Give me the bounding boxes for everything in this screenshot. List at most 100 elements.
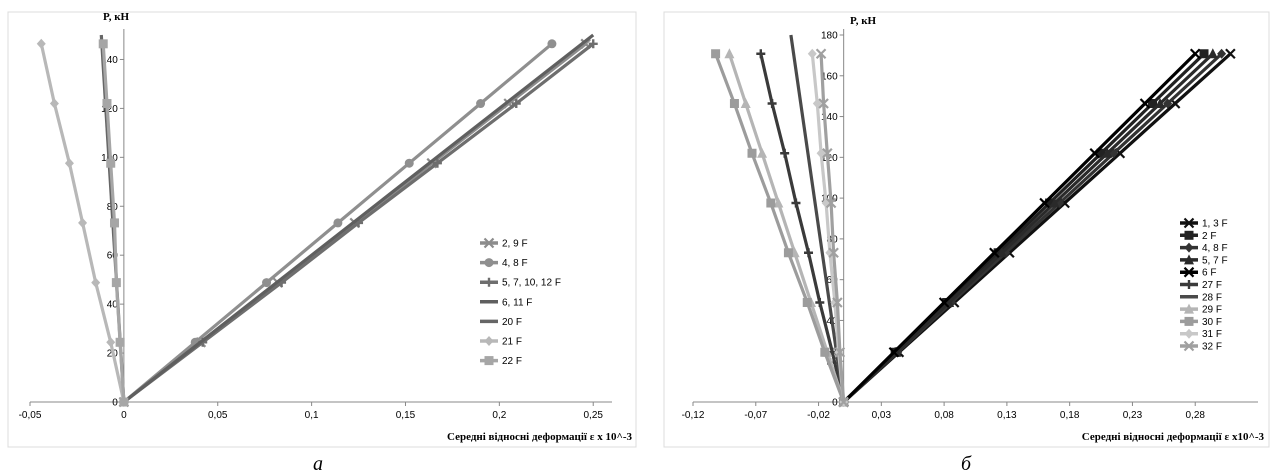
point-marker xyxy=(1148,99,1158,109)
y-tick-label: 140 xyxy=(101,55,118,66)
point-marker xyxy=(766,198,776,208)
point-marker xyxy=(815,48,827,60)
legend-item: 1, 3 F xyxy=(1180,217,1228,230)
data-series xyxy=(789,34,846,403)
point-marker xyxy=(724,48,735,59)
point-marker xyxy=(783,248,793,258)
legend-label: 4, 8 F xyxy=(1202,243,1228,254)
data-series xyxy=(724,48,849,407)
point-marker xyxy=(747,148,757,158)
point-marker xyxy=(98,39,108,49)
series-line xyxy=(789,34,846,403)
point-marker xyxy=(996,247,1007,258)
legend-label: 2, 9 F xyxy=(502,239,528,250)
point-marker xyxy=(822,147,833,159)
point-marker xyxy=(1184,328,1194,339)
legend-item: 28 F xyxy=(1180,292,1222,303)
legend-item: 5, 7 F xyxy=(1180,254,1228,266)
x-tick-label: 0,1 xyxy=(305,410,319,421)
point-marker xyxy=(825,197,837,209)
point-marker xyxy=(111,278,121,288)
data-series xyxy=(815,48,849,408)
y-tick-label: 0 xyxy=(832,398,838,409)
legend-item: 20 F xyxy=(480,317,522,328)
point-marker xyxy=(804,248,814,258)
point-marker xyxy=(993,248,1003,258)
point-marker xyxy=(802,298,812,308)
point-marker xyxy=(834,346,846,358)
x-tick-label: -0,07 xyxy=(744,410,767,421)
y-tick-label: 60 xyxy=(107,251,119,262)
point-marker xyxy=(483,237,495,249)
point-marker xyxy=(1102,147,1113,158)
point-marker xyxy=(1189,48,1201,60)
legend-label: 6, 11 F xyxy=(502,297,532,308)
point-marker xyxy=(1155,98,1166,109)
legend-label: 27 F xyxy=(1202,280,1222,291)
y-tick-label: 20 xyxy=(827,357,839,368)
point-marker xyxy=(36,38,46,49)
point-marker xyxy=(106,158,116,168)
legend-item: 29 F xyxy=(1180,303,1222,316)
point-marker xyxy=(91,277,101,288)
legend-label: 30 F xyxy=(1202,317,1222,328)
legend-label: 21 F xyxy=(502,337,522,348)
point-marker xyxy=(1225,48,1236,60)
point-marker xyxy=(791,198,801,208)
x-axis-title: Середні відносні деформації ε x 10^-3 xyxy=(447,431,632,443)
point-marker xyxy=(1049,197,1060,208)
point-marker xyxy=(773,197,784,208)
point-marker xyxy=(547,39,557,49)
legend-item: 6, 11 F xyxy=(480,297,532,308)
point-marker xyxy=(484,336,494,346)
x-tick-label: 0,03 xyxy=(872,410,892,421)
y-tick-label: 180 xyxy=(821,31,838,42)
point-marker xyxy=(1183,217,1195,229)
point-marker xyxy=(106,337,116,348)
point-marker xyxy=(1207,48,1218,59)
x-tick-label: -0,12 xyxy=(682,410,705,421)
x-tick-label: 0,05 xyxy=(208,410,228,421)
x-tick-label: 0,2 xyxy=(492,410,506,421)
point-marker xyxy=(102,99,112,109)
legend-label: 5, 7, 10, 12 F xyxy=(502,278,561,289)
chart-frame xyxy=(663,11,1270,448)
point-marker xyxy=(1184,280,1194,289)
x-tick-label: 0 xyxy=(121,410,127,421)
legend-label: 28 F xyxy=(1202,292,1222,303)
data-series xyxy=(98,39,129,407)
point-marker xyxy=(729,99,739,109)
x-tick-label: -0,05 xyxy=(19,410,42,421)
chart-panel-a: -0,05 0 0,05 0,1 0,15 0,2 0,250204060801001201… xyxy=(7,11,637,448)
legend-label: 20 F xyxy=(502,317,522,328)
point-marker xyxy=(432,158,442,168)
y-axis-title: P, кН xyxy=(850,15,877,27)
x-tick-label: 0,08 xyxy=(934,410,954,421)
legend-item: 21 F xyxy=(480,336,522,348)
point-marker xyxy=(1199,49,1209,59)
point-marker xyxy=(119,397,129,407)
legend-label: 2 F xyxy=(1202,231,1216,242)
series-line xyxy=(714,53,846,403)
point-marker xyxy=(333,218,343,228)
point-marker xyxy=(1039,197,1050,209)
legend-label: 1, 3 F xyxy=(1202,219,1228,230)
point-marker xyxy=(818,98,829,109)
legend: 1, 3 F2 F4, 8 F5, 7 F 6 F27 F28 F 29 F30 F… xyxy=(1180,217,1228,353)
panel-caption-a: а xyxy=(313,453,323,474)
point-marker xyxy=(757,147,768,158)
point-marker xyxy=(756,49,766,59)
point-marker xyxy=(838,396,849,408)
data-series xyxy=(122,33,595,404)
y-tick-label: 40 xyxy=(107,300,119,311)
point-marker xyxy=(1184,254,1194,265)
point-marker xyxy=(820,347,830,357)
legend-item: 6 F xyxy=(1180,266,1216,279)
legend-item: 27 F xyxy=(1180,280,1222,291)
series-line xyxy=(842,52,1197,404)
series-line xyxy=(727,53,846,403)
point-marker xyxy=(1184,242,1194,253)
point-marker xyxy=(588,39,598,49)
point-marker xyxy=(828,247,839,259)
